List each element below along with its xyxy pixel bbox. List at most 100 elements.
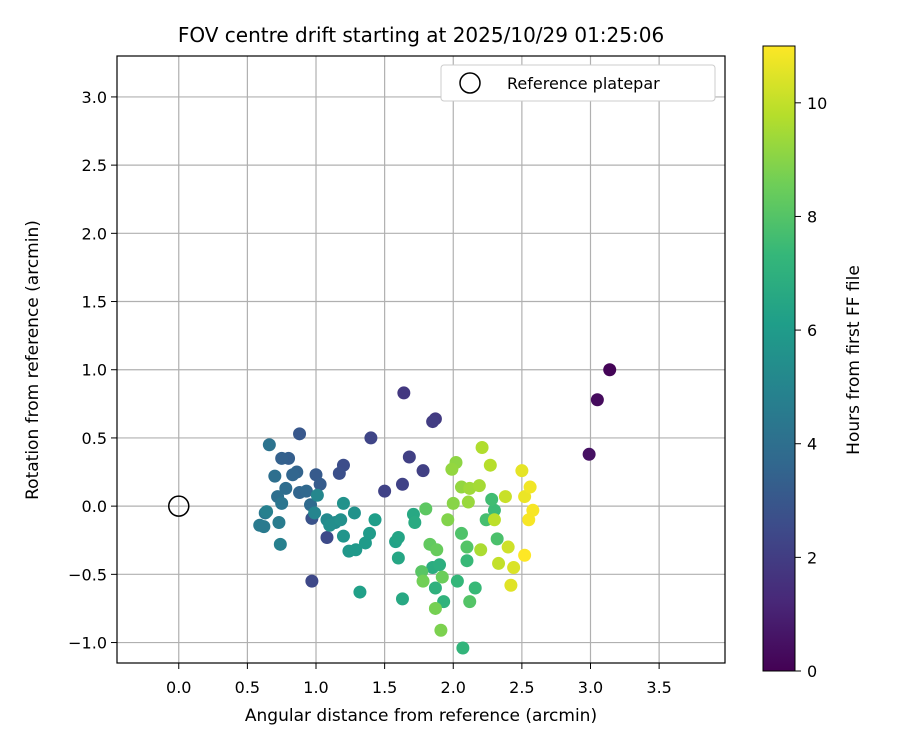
data-point <box>368 513 382 527</box>
data-point <box>336 496 350 510</box>
data-point <box>515 464 529 478</box>
y-tick-label: 3.0 <box>82 88 107 107</box>
data-point <box>472 479 486 493</box>
data-point <box>428 581 442 595</box>
data-point <box>305 574 319 588</box>
data-point <box>353 585 367 599</box>
data-point <box>456 641 470 655</box>
y-tick-label: −1.0 <box>68 634 107 653</box>
data-point <box>454 526 468 540</box>
data-points <box>253 363 617 655</box>
y-tick-label: 1.0 <box>82 361 107 380</box>
data-point <box>415 565 429 579</box>
data-point <box>308 506 322 520</box>
data-point <box>310 488 324 502</box>
x-tick-label: 1.5 <box>372 678 397 697</box>
legend: Reference platepar <box>440 64 716 102</box>
data-point <box>272 516 286 530</box>
data-point <box>435 570 449 584</box>
data-point <box>349 543 363 557</box>
data-point <box>402 450 416 464</box>
data-point <box>501 540 515 554</box>
data-point <box>483 458 497 472</box>
colorbar-tick-label: 0 <box>807 662 817 681</box>
data-point <box>485 492 499 506</box>
data-point <box>468 581 482 595</box>
data-point <box>260 505 274 519</box>
data-point <box>522 513 536 527</box>
data-point <box>293 427 307 441</box>
y-axis-label: Rotation from reference (arcmin) <box>23 220 43 500</box>
reference-marker <box>168 495 190 517</box>
x-axis-label: Angular distance from reference (arcmin) <box>245 706 597 726</box>
data-point <box>434 623 448 637</box>
data-point <box>416 464 430 478</box>
data-point <box>518 490 532 504</box>
data-point <box>364 431 378 445</box>
data-point <box>275 496 289 510</box>
colorbar-tick-label: 8 <box>807 207 817 226</box>
data-point <box>397 386 411 400</box>
colorbar-tick-label: 10 <box>807 94 827 113</box>
data-point <box>273 537 287 551</box>
data-point <box>286 468 300 482</box>
x-tick-label: 3.5 <box>646 678 671 697</box>
data-point <box>279 481 293 495</box>
colorbar-tick-label: 6 <box>807 321 817 340</box>
data-point <box>490 532 504 546</box>
data-point <box>268 469 282 483</box>
colorbar-ticks: 0 2 4 6 8 10 <box>795 94 827 681</box>
data-point <box>336 529 350 543</box>
legend-marker-icon <box>459 72 481 94</box>
chart-title: FOV centre drift starting at 2025/10/29 … <box>178 23 664 47</box>
grid-lines <box>117 56 725 663</box>
colorbar <box>762 45 796 672</box>
data-point <box>262 438 276 452</box>
colorbar-tick-label: 2 <box>807 548 817 567</box>
x-axis-ticks: 0.0 0.5 1.0 1.5 2.0 2.5 3.0 3.5 <box>166 663 672 697</box>
data-point <box>450 574 464 588</box>
data-point <box>323 518 337 532</box>
data-point <box>498 490 512 504</box>
y-tick-label: −0.5 <box>68 565 107 584</box>
x-tick-label: 3.0 <box>578 678 603 697</box>
data-point <box>507 561 521 575</box>
x-tick-label: 0.0 <box>166 678 191 697</box>
data-point <box>475 440 489 454</box>
data-point <box>391 531 405 545</box>
data-point <box>363 526 377 540</box>
data-point <box>446 496 460 510</box>
data-point <box>603 363 617 377</box>
plot-frame <box>116 55 726 664</box>
data-point <box>378 484 392 498</box>
data-point <box>487 503 501 517</box>
colorbar-label: Hours from first FF file <box>844 265 864 455</box>
data-point <box>428 601 442 615</box>
data-point <box>433 558 447 572</box>
x-tick-label: 2.0 <box>441 678 466 697</box>
data-point <box>487 513 501 527</box>
data-point <box>474 543 488 557</box>
y-tick-label: 1.5 <box>82 293 107 312</box>
data-point <box>395 477 409 491</box>
data-point <box>408 516 422 530</box>
data-point <box>299 484 313 498</box>
data-point <box>504 578 518 592</box>
x-tick-label: 1.0 <box>303 678 328 697</box>
data-point <box>347 506 361 520</box>
legend-entry-label: Reference platepar <box>507 74 660 93</box>
data-point <box>460 554 474 568</box>
legend-box <box>440 64 716 102</box>
y-tick-label: 2.5 <box>82 156 107 175</box>
data-point <box>334 513 348 527</box>
data-point <box>461 495 475 509</box>
data-point <box>419 502 433 516</box>
y-tick-label: 0.5 <box>82 429 107 448</box>
data-point <box>320 531 334 545</box>
data-point <box>275 451 289 465</box>
data-point <box>332 466 346 480</box>
data-point <box>590 393 604 407</box>
y-axis-ticks: −1.0 −0.5 0.0 0.5 1.0 1.5 2.0 2.5 3.0 <box>68 88 117 653</box>
x-tick-label: 2.5 <box>509 678 534 697</box>
data-point <box>430 543 444 557</box>
